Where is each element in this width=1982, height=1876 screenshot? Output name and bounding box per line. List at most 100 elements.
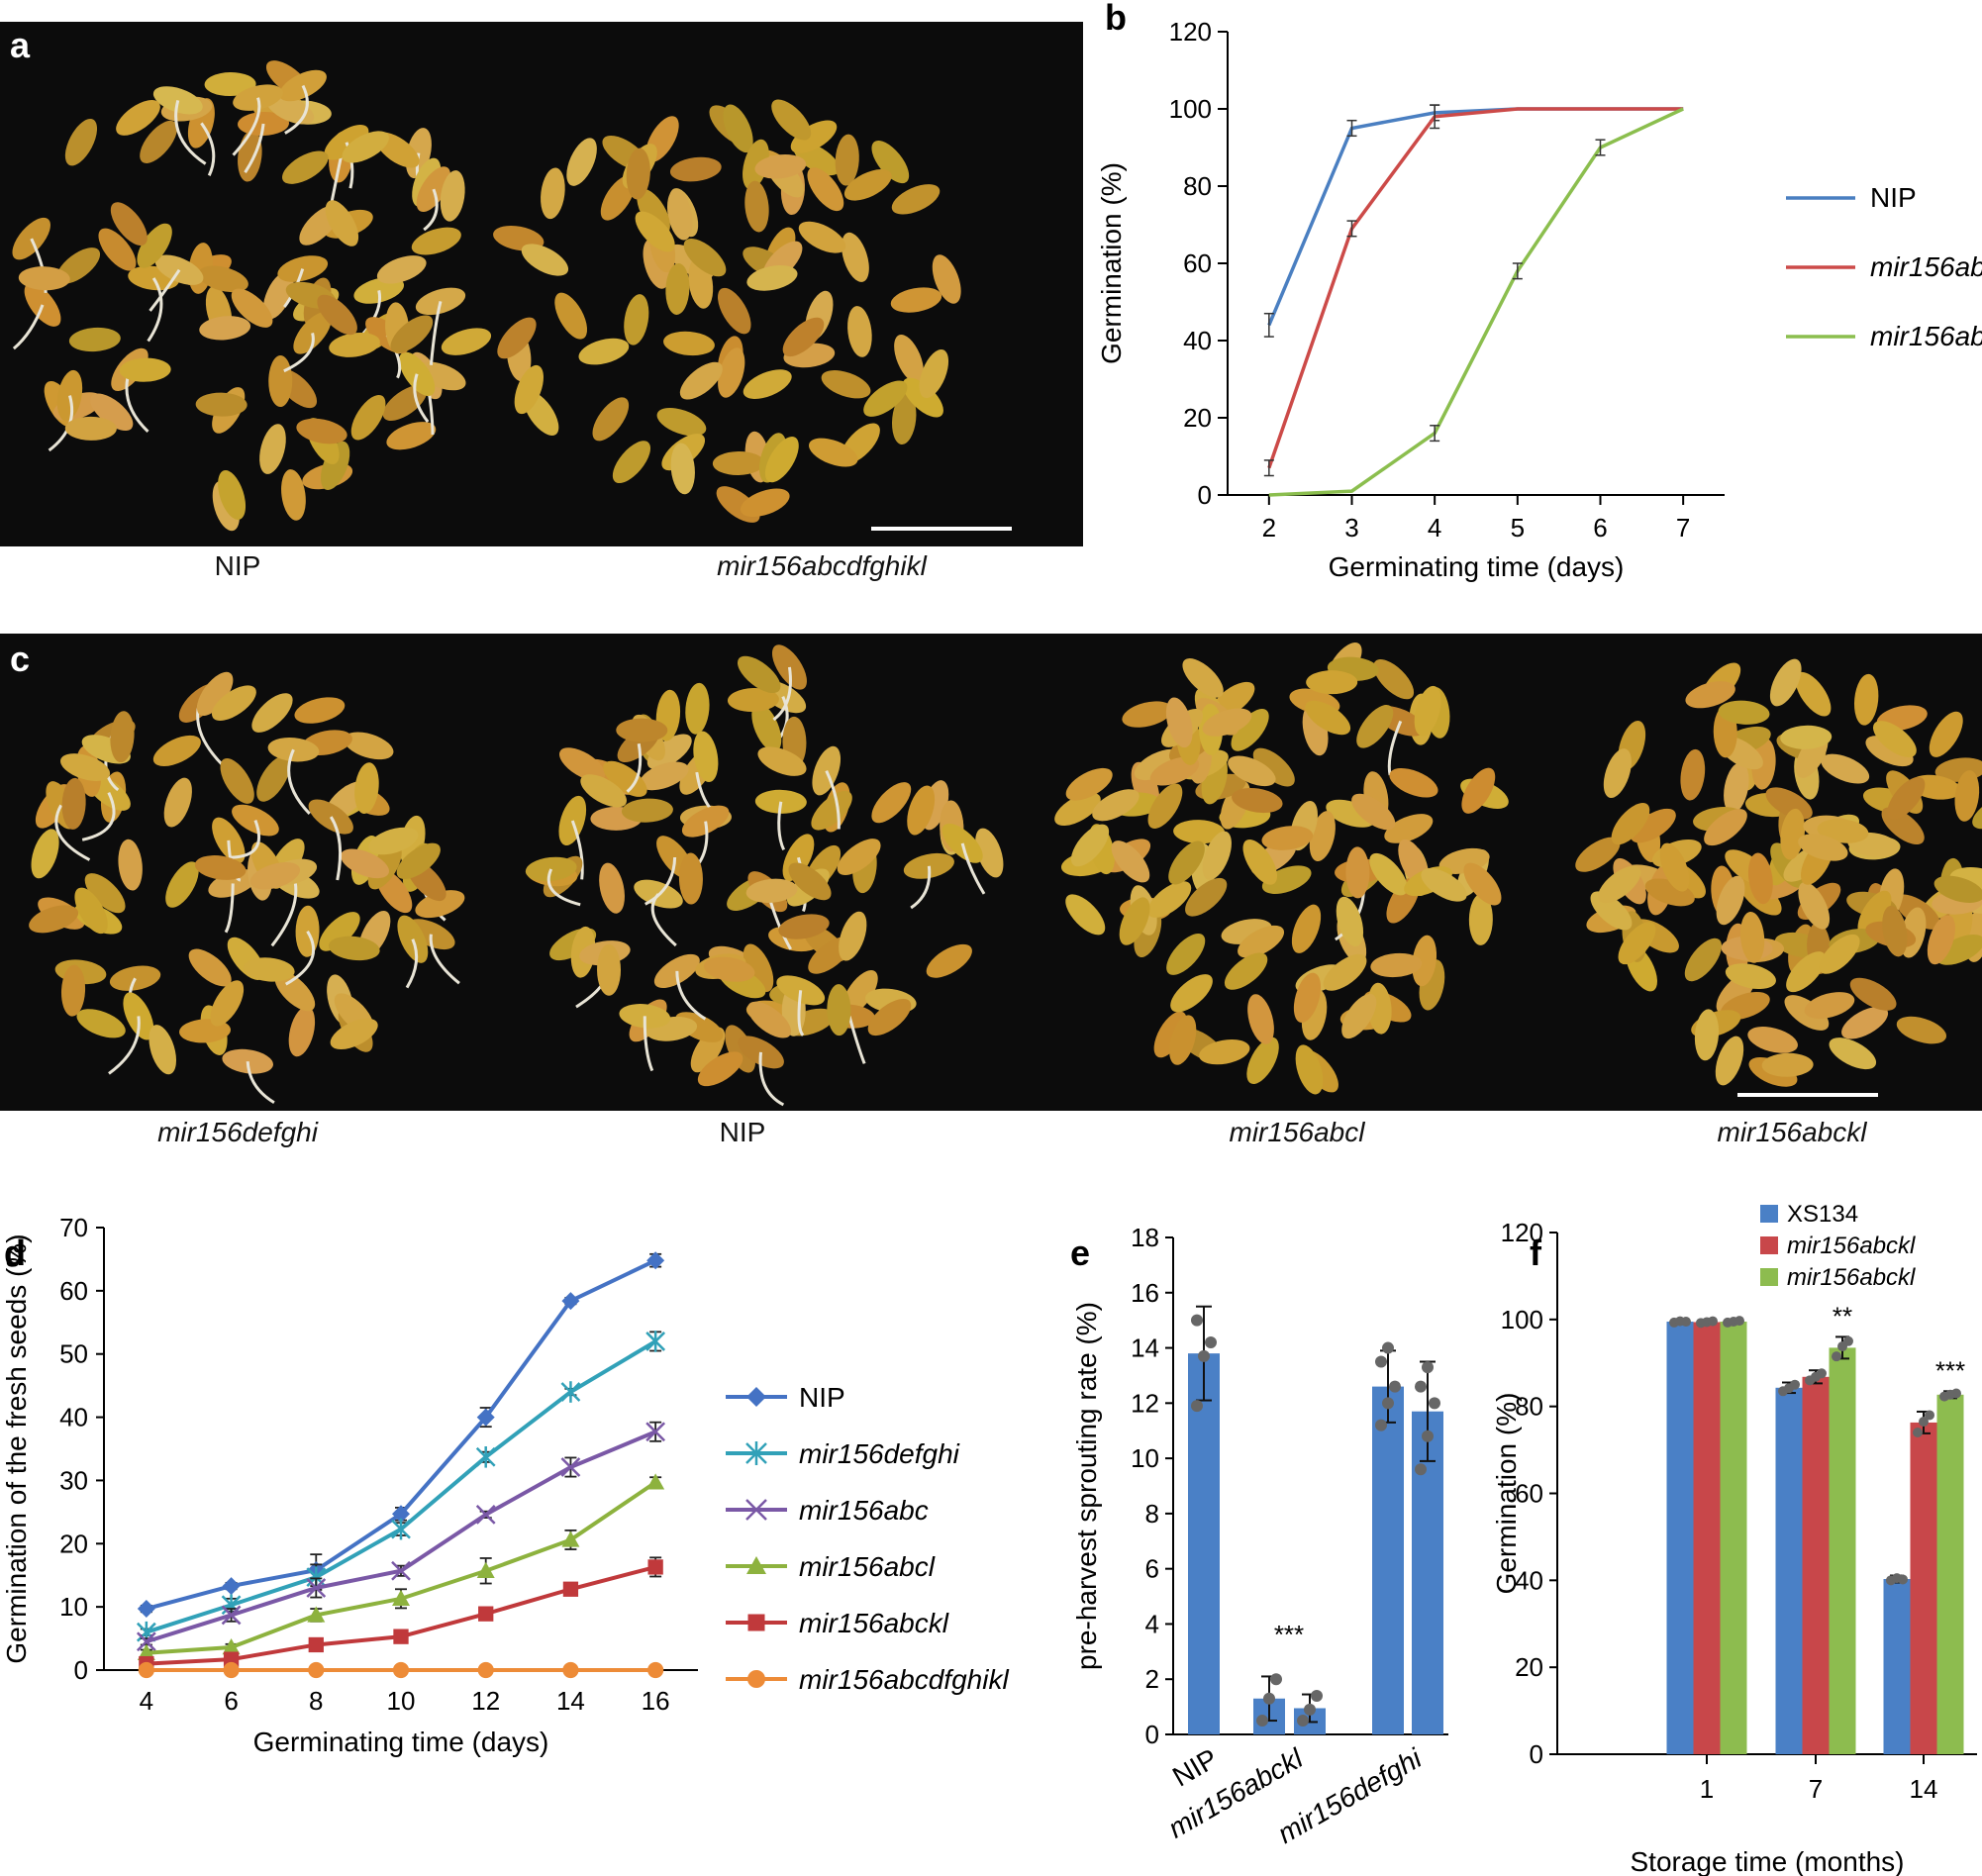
y-tick-label: 12 <box>1131 1388 1159 1418</box>
data-point <box>1681 1317 1691 1328</box>
y-tick-label: 80 <box>1183 171 1212 201</box>
marker-triangle <box>392 1589 410 1607</box>
y-tick-label: 10 <box>59 1592 88 1622</box>
seed-grain <box>376 255 427 284</box>
seed-sprout <box>287 748 311 815</box>
seed-grain <box>751 703 782 752</box>
seed-grain <box>1882 905 1908 957</box>
seed-photo-c <box>0 634 1982 1111</box>
seed-grain <box>396 842 441 879</box>
y-tick-label: 70 <box>59 1213 88 1242</box>
seed-grain <box>1849 977 1897 1011</box>
seed-sprout <box>246 1061 275 1105</box>
seed-grain <box>514 364 544 415</box>
y-tick-label: 20 <box>1515 1652 1543 1682</box>
marker-x <box>136 1631 156 1652</box>
data-point <box>1256 1715 1268 1728</box>
seed-grain <box>1680 748 1706 801</box>
seed-grain <box>1739 911 1765 963</box>
seed-grain <box>1356 704 1394 748</box>
seed-sprout <box>777 801 786 851</box>
data-point <box>1389 1380 1401 1393</box>
bar-mir156defghi <box>1372 1386 1404 1734</box>
legend-label: mir156defghi <box>799 1438 960 1469</box>
seed-grain <box>809 438 858 467</box>
seed-sprout <box>626 742 643 793</box>
seed-grain <box>441 328 492 355</box>
panel-letter-e: e <box>1070 1233 1090 1273</box>
seed-sprout <box>405 938 419 989</box>
seed-grain <box>282 150 329 184</box>
x-tick-label: 7 <box>1676 513 1690 543</box>
seed-grain <box>621 798 673 823</box>
marker-triangle <box>746 1556 766 1574</box>
seed-grain <box>320 441 350 490</box>
data-point <box>1843 1335 1853 1346</box>
seed-grain <box>871 140 910 184</box>
seed-grain <box>64 118 98 166</box>
seed-grain <box>771 99 812 141</box>
seed-grain <box>1111 840 1150 883</box>
marker-star <box>391 1518 411 1540</box>
significance-marker: *** <box>1935 1355 1965 1385</box>
seed-grain <box>1293 972 1322 1024</box>
data-point <box>1422 1361 1434 1374</box>
seed-sprout <box>772 666 792 722</box>
seed-grain <box>635 211 675 252</box>
seed-grain <box>1323 953 1367 991</box>
y-tick-label: 8 <box>1145 1499 1159 1529</box>
marker-diamond <box>222 1577 241 1596</box>
seed-sprout <box>283 333 315 373</box>
seed-grain <box>98 228 137 271</box>
seed-sprout <box>200 122 216 176</box>
bar-mir156abckl <box>1936 1394 1964 1754</box>
seed-grain <box>1232 787 1283 814</box>
seed-grain <box>196 671 234 716</box>
y-axis-label: Germination of the fresh seeds (%) <box>1 1234 32 1663</box>
marker-x-stroke <box>745 1499 767 1521</box>
marker-circle <box>138 1661 154 1679</box>
seed-grain <box>821 370 871 399</box>
seed-grain <box>754 153 807 179</box>
photo-c-label-2: NIP <box>719 1117 766 1147</box>
seed-grain <box>60 964 86 1017</box>
seed-grain <box>341 848 390 879</box>
x-tick-label: 5 <box>1511 513 1525 543</box>
seed-grain <box>204 72 256 97</box>
seed-sprout <box>329 816 343 881</box>
seed-grain <box>894 334 924 383</box>
marker-x <box>475 1505 496 1525</box>
seed-grain <box>1351 793 1396 831</box>
seed-grain <box>578 338 630 365</box>
seed-grain <box>386 422 437 450</box>
y-tick-label: 0 <box>1530 1739 1543 1769</box>
seed-grain <box>837 839 881 875</box>
photo-c-label-4: mir156abckl <box>1717 1117 1867 1147</box>
seed-grain <box>727 687 779 713</box>
x-tick-label: 4 <box>140 1686 153 1716</box>
y-tick-label: 0 <box>1198 480 1212 510</box>
seed-grain <box>1169 1015 1197 1065</box>
marker-circle <box>747 1670 765 1688</box>
seed-sprout <box>244 123 265 173</box>
seed-grain <box>1238 925 1285 958</box>
photo-c-label-3: mir156abcl <box>1229 1117 1365 1147</box>
seed-grain <box>411 227 461 255</box>
seed-grain <box>1202 708 1252 737</box>
bar-mir156abckl <box>1720 1322 1747 1754</box>
seed-sprout <box>232 97 261 156</box>
seed-grain <box>163 777 192 828</box>
seed-grain <box>329 333 380 357</box>
seed-grain <box>1054 792 1101 827</box>
seed-grain <box>871 782 912 824</box>
seed-grain <box>1841 1006 1889 1039</box>
seed-grain <box>847 306 872 357</box>
panel-letter-f: f <box>1530 1233 1542 1273</box>
seed-sprout <box>825 769 841 830</box>
seed-sprout <box>644 856 677 906</box>
seed-grain <box>1182 658 1224 698</box>
seed-grain <box>118 839 143 891</box>
seed-grain <box>1872 721 1917 757</box>
y-tick-label: 18 <box>1131 1223 1159 1252</box>
y-tick-label: 0 <box>74 1655 88 1685</box>
